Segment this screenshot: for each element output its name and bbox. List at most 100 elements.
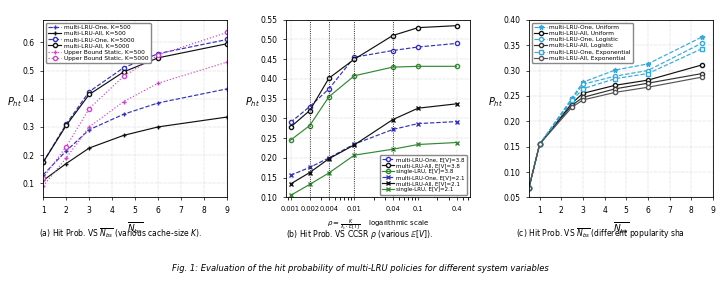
multi-LRU-All, K=5000 bbox=[39, 160, 48, 164]
multi-LRU-One, E[V]=2.1 bbox=[452, 120, 461, 123]
multi-LRU-One, E[V]=3.8 bbox=[350, 56, 359, 59]
Y-axis label: $P_{ht}$: $P_{ht}$ bbox=[7, 95, 22, 109]
multi-LRU-One, K=500 bbox=[85, 128, 94, 131]
multi-LRU-One, K=5000 bbox=[222, 38, 231, 41]
multi-LRU-One, E[V]=2.1 bbox=[414, 122, 423, 125]
Upper Bound Static, K=5000 bbox=[222, 31, 231, 34]
multi-LRU-One, E[V]=3.8 bbox=[305, 105, 314, 108]
Line: single-LRU, E[V]=3.8: single-LRU, E[V]=3.8 bbox=[289, 64, 459, 142]
multi-LRU-One, Exponential bbox=[536, 142, 544, 146]
multi-LRU-One, Logistic bbox=[698, 41, 706, 45]
multi-LRU-One, E[V]=2.1 bbox=[350, 142, 359, 146]
multi-LRU-All, K=500 bbox=[85, 146, 94, 150]
Upper Bound Static, K=5000 bbox=[62, 145, 71, 148]
Line: multi-LRU-All, Exponential: multi-LRU-All, Exponential bbox=[527, 75, 704, 190]
X-axis label: $\rho = \frac{K}{\lambda_c \cdot E[T]}$    $\mathrm{logarithmic\ scale}$: $\rho = \frac{K}{\lambda_c \cdot E[T]}$ … bbox=[327, 217, 429, 232]
multi-LRU-One, Uniform bbox=[611, 68, 620, 72]
multi-LRU-All, Logistic bbox=[568, 103, 577, 107]
multi-LRU-One, Exponential bbox=[611, 77, 620, 80]
Line: multi-LRU-One, K=5000: multi-LRU-One, K=5000 bbox=[41, 38, 229, 164]
Line: multi-LRU-One, E[V]=2.1: multi-LRU-One, E[V]=2.1 bbox=[288, 119, 459, 178]
single-LRU, E[V]=3.8 bbox=[287, 138, 295, 142]
Line: multi-LRU-One, Uniform: multi-LRU-One, Uniform bbox=[526, 35, 704, 191]
multi-LRU-One, Uniform bbox=[568, 96, 577, 100]
multi-LRU-All, E[V]=3.8 bbox=[388, 34, 397, 37]
multi-LRU-All, Uniform bbox=[611, 83, 620, 87]
Text: (a) Hit Prob. VS $\overline{N_{bs}}$ (various cache-size $K$).: (a) Hit Prob. VS $\overline{N_{bs}}$ (va… bbox=[39, 226, 202, 240]
single-LRU, E[V]=2.1 bbox=[350, 153, 359, 157]
Y-axis label: $P_{ht}$: $P_{ht}$ bbox=[487, 95, 503, 109]
Legend: multi-LRU-One, K=500, multi-LRU-All, K=500, multi-LRU-One, K=5000, multi-LRU-All: multi-LRU-One, K=500, multi-LRU-All, K=5… bbox=[46, 23, 150, 63]
single-LRU, E[V]=3.8 bbox=[452, 65, 461, 68]
multi-LRU-All, K=5000 bbox=[222, 42, 231, 45]
multi-LRU-One, E[V]=3.8 bbox=[287, 121, 295, 124]
Upper Bound Static, K=5000 bbox=[120, 74, 128, 78]
multi-LRU-All, E[V]=2.1 bbox=[325, 157, 333, 160]
multi-LRU-One, K=5000 bbox=[39, 160, 48, 164]
multi-LRU-All, Logistic bbox=[611, 87, 620, 91]
X-axis label: $\overline{N_{bs}}$: $\overline{N_{bs}}$ bbox=[613, 220, 629, 236]
multi-LRU-All, Uniform bbox=[536, 142, 544, 146]
multi-LRU-All, E[V]=3.8 bbox=[305, 109, 314, 112]
Line: multi-LRU-One, Logistic: multi-LRU-One, Logistic bbox=[527, 41, 704, 190]
multi-LRU-All, K=5000 bbox=[85, 93, 94, 96]
multi-LRU-All, K=5000 bbox=[62, 124, 71, 127]
single-LRU, E[V]=2.1 bbox=[325, 171, 333, 175]
Upper Bound Static, K=5000 bbox=[39, 176, 48, 179]
single-LRU, E[V]=3.8 bbox=[325, 95, 333, 98]
multi-LRU-All, Exponential bbox=[611, 91, 620, 94]
multi-LRU-One, E[V]=2.1 bbox=[325, 156, 333, 160]
Text: Fig. 1: Evaluation of the hit probability of multi-LRU policies for different sy: Fig. 1: Evaluation of the hit probabilit… bbox=[171, 264, 549, 273]
Text: (c) Hit Prob. VS $\overline{N_{bs}}$ (different popularity sha: (c) Hit Prob. VS $\overline{N_{bs}}$ (di… bbox=[516, 226, 685, 241]
multi-LRU-All, Exponential bbox=[698, 75, 706, 79]
multi-LRU-One, Logistic bbox=[579, 83, 588, 86]
multi-LRU-One, E[V]=2.1 bbox=[388, 128, 397, 131]
single-LRU, E[V]=2.1 bbox=[388, 147, 397, 151]
multi-LRU-All, Exponential bbox=[525, 187, 534, 190]
Line: multi-LRU-All, K=5000: multi-LRU-All, K=5000 bbox=[41, 42, 229, 164]
multi-LRU-All, Exponential bbox=[579, 98, 588, 102]
multi-LRU-One, Uniform bbox=[644, 62, 652, 66]
Upper Bound Static, K=500 bbox=[85, 125, 94, 129]
multi-LRU-All, E[V]=2.1 bbox=[452, 102, 461, 105]
Line: multi-LRU-All, E[V]=3.8: multi-LRU-All, E[V]=3.8 bbox=[289, 24, 459, 129]
multi-LRU-All, Uniform bbox=[568, 101, 577, 105]
multi-LRU-All, E[V]=2.1 bbox=[287, 182, 295, 186]
multi-LRU-All, Logistic bbox=[579, 96, 588, 99]
multi-LRU-One, E[V]=2.1 bbox=[305, 166, 314, 169]
multi-LRU-All, K=500 bbox=[222, 115, 231, 119]
Upper Bound Static, K=500 bbox=[120, 100, 128, 103]
multi-LRU-All, Uniform bbox=[698, 63, 706, 67]
multi-LRU-One, Exponential bbox=[644, 72, 652, 75]
multi-LRU-One, Uniform bbox=[536, 142, 544, 146]
multi-LRU-One, Logistic bbox=[568, 97, 577, 101]
Line: single-LRU, E[V]=2.1: single-LRU, E[V]=2.1 bbox=[288, 140, 459, 198]
multi-LRU-One, K=5000 bbox=[120, 66, 128, 69]
multi-LRU-One, Uniform bbox=[698, 35, 706, 39]
multi-LRU-One, K=500 bbox=[39, 173, 48, 177]
multi-LRU-One, K=500 bbox=[154, 101, 163, 105]
multi-LRU-One, Logistic bbox=[644, 69, 652, 72]
Line: Upper Bound Static, K=5000: Upper Bound Static, K=5000 bbox=[41, 30, 229, 180]
multi-LRU-All, Exponential bbox=[568, 105, 577, 109]
multi-LRU-All, K=500 bbox=[120, 134, 128, 137]
multi-LRU-All, E[V]=3.8 bbox=[325, 76, 333, 80]
multi-LRU-One, K=5000 bbox=[154, 52, 163, 55]
multi-LRU-All, K=500 bbox=[39, 179, 48, 182]
single-LRU, E[V]=2.1 bbox=[452, 141, 461, 144]
multi-LRU-All, E[V]=2.1 bbox=[350, 143, 359, 147]
multi-LRU-One, Exponential bbox=[698, 47, 706, 50]
Y-axis label: $P_{ht}$: $P_{ht}$ bbox=[245, 95, 260, 109]
single-LRU, E[V]=3.8 bbox=[414, 65, 423, 68]
multi-LRU-All, E[V]=2.1 bbox=[388, 118, 397, 121]
multi-LRU-One, Logistic bbox=[536, 142, 544, 146]
multi-LRU-All, Uniform bbox=[525, 187, 534, 190]
multi-LRU-All, K=5000 bbox=[154, 56, 163, 60]
single-LRU, E[V]=2.1 bbox=[414, 143, 423, 146]
Upper Bound Static, K=500 bbox=[222, 60, 231, 64]
X-axis label: $\overline{N_{bs}}$: $\overline{N_{bs}}$ bbox=[127, 220, 143, 236]
Upper Bound Static, K=500 bbox=[154, 81, 163, 85]
Legend: multi-LRU-One, Uniform, multi-LRU-All, Uniform, multi-LRU-One, Logistic, multi-L: multi-LRU-One, Uniform, multi-LRU-All, U… bbox=[532, 23, 633, 63]
Upper Bound Static, K=500 bbox=[62, 156, 71, 160]
multi-LRU-All, Logistic bbox=[536, 142, 544, 146]
